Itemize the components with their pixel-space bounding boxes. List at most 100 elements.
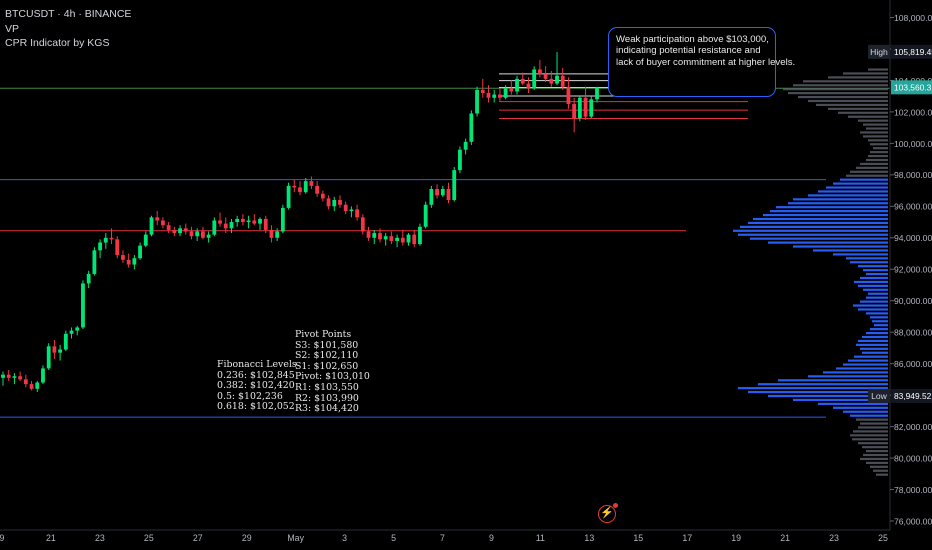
lightning-icon[interactable]: ⚡ bbox=[598, 503, 618, 523]
time-axis-label: 7 bbox=[440, 533, 445, 543]
candle-body bbox=[555, 75, 559, 84]
time-axis-label: 13 bbox=[584, 533, 594, 543]
volume-profile-bar bbox=[868, 139, 888, 142]
volume-profile-bar bbox=[858, 284, 888, 287]
candle-body bbox=[69, 330, 74, 334]
candle-body bbox=[520, 78, 525, 84]
candle-body bbox=[52, 346, 57, 353]
candle-body bbox=[29, 384, 34, 389]
price-tags: High 105,819.45 103,560.31 Low 83,949.52 bbox=[868, 44, 932, 403]
candle-body bbox=[309, 181, 314, 186]
volume-profile-bar bbox=[768, 394, 888, 398]
volume-profile-bar bbox=[733, 229, 888, 232]
candle-body bbox=[440, 189, 445, 196]
volume-profile-bar bbox=[863, 269, 888, 272]
candle-body bbox=[418, 226, 422, 245]
candle-body bbox=[543, 74, 548, 79]
time-axis-label: 9 bbox=[489, 533, 494, 543]
price-axis-label: 94,000.00 bbox=[894, 233, 932, 243]
price-axis-label: 102,000.00 bbox=[894, 107, 932, 117]
candle-body bbox=[469, 113, 474, 142]
indicator-cpr-label[interactable]: CPR Indicator by KGS bbox=[5, 37, 110, 49]
annotation-line: indicating potential resistance and bbox=[616, 45, 761, 57]
candle-body bbox=[595, 87, 599, 100]
volume-profile-bar bbox=[860, 300, 888, 303]
candle-body bbox=[326, 198, 331, 207]
volume-profile-bar bbox=[833, 253, 888, 256]
candle-body bbox=[338, 200, 342, 205]
annotation-line: lack of buyer commitment at higher level… bbox=[616, 56, 796, 68]
volume-profile-bar bbox=[793, 245, 888, 248]
time-axis-label: 19 bbox=[731, 533, 741, 543]
volume-profile-bar bbox=[798, 95, 888, 99]
candle-body bbox=[81, 283, 85, 328]
candle-body bbox=[178, 228, 182, 234]
time-axis-label: 3 bbox=[342, 533, 347, 543]
candle-body bbox=[223, 223, 228, 229]
volume-profile-bar bbox=[862, 335, 888, 339]
volume-profile-bar bbox=[866, 461, 888, 464]
price-tag-bg bbox=[891, 80, 932, 95]
time-axis-label: 25 bbox=[144, 533, 154, 543]
symbol-title[interactable]: BTCUSDT · 4h · BINANCE bbox=[5, 8, 132, 20]
candle-body bbox=[115, 239, 120, 256]
candle-body bbox=[18, 376, 23, 380]
volume-profile-bar bbox=[833, 406, 888, 409]
candle-body bbox=[349, 209, 354, 212]
pivot-points-text[interactable]: Pivot Points S3: $101,580 S2: $102,110 S… bbox=[295, 329, 370, 415]
volume-profile-bar bbox=[853, 304, 888, 307]
volume-profile-bar bbox=[818, 190, 888, 193]
volume-profile-bar bbox=[843, 363, 888, 366]
volume-profile-bar bbox=[850, 414, 888, 417]
candle-body bbox=[515, 78, 519, 92]
volume-profile-bar bbox=[870, 151, 888, 154]
volume-profile-bar bbox=[863, 453, 888, 457]
candle-body bbox=[172, 229, 177, 234]
time-axis[interactable]: 9 21 23 25 27 29 May 3 5 7 9 11 13 15 17 19 21 23 25 bbox=[0, 533, 888, 543]
candle-body bbox=[549, 78, 554, 84]
candle-body bbox=[6, 374, 11, 378]
candle-body bbox=[132, 258, 137, 265]
volume-profile-bar bbox=[813, 249, 888, 252]
fibonacci-level: 0.236: $102,845 bbox=[217, 369, 295, 381]
volume-profile-bar bbox=[866, 272, 888, 276]
fibonacci-level: 0.5: $102,236 bbox=[217, 390, 283, 402]
volume-profile-bar bbox=[868, 154, 888, 158]
price-axis-label: 86,000.00 bbox=[894, 359, 932, 369]
annotation-callout[interactable]: Weak participation above $103,000, indic… bbox=[608, 27, 796, 97]
volume-profile-bar bbox=[860, 131, 888, 134]
volume-profile-bar bbox=[858, 442, 888, 445]
candle-body bbox=[109, 237, 114, 240]
price-axis[interactable]: 76,000.0078,000.0080,000.0082,000.0084,0… bbox=[890, 13, 932, 527]
price-axis-label: 96,000.00 bbox=[894, 202, 932, 212]
candle-body bbox=[532, 69, 537, 89]
volume-profile-bar bbox=[876, 473, 888, 476]
volume-profile-bar bbox=[863, 123, 888, 126]
candle-body bbox=[143, 234, 148, 246]
candle-body bbox=[63, 333, 68, 350]
volume-profile-bar bbox=[816, 103, 888, 107]
volume-profile-bar bbox=[738, 387, 888, 390]
candle-body bbox=[98, 242, 102, 251]
volume-profile-bar bbox=[850, 434, 888, 437]
fibonacci-levels-text[interactable]: Fibonacci Levels 0.236: $102,845 0.382: … bbox=[217, 359, 297, 413]
volume-profile-bar bbox=[858, 308, 888, 311]
candle-body bbox=[372, 233, 377, 238]
indicator-vp-label[interactable]: VP bbox=[5, 22, 20, 35]
candle-body bbox=[435, 189, 439, 196]
volume-profile-bar bbox=[788, 202, 888, 205]
candle-body bbox=[503, 88, 508, 98]
candle-body bbox=[475, 89, 479, 114]
volume-profile-bar bbox=[848, 359, 888, 362]
price-axis-label: 98,000.00 bbox=[894, 170, 932, 180]
candle-body bbox=[155, 217, 160, 221]
candle-body bbox=[446, 189, 451, 201]
volume-profile-bar bbox=[873, 469, 888, 472]
candle-body bbox=[41, 368, 45, 383]
volume-profile-bar bbox=[808, 194, 888, 197]
candle-body bbox=[218, 220, 222, 224]
candle-body bbox=[23, 379, 28, 385]
candle-body bbox=[320, 193, 325, 199]
